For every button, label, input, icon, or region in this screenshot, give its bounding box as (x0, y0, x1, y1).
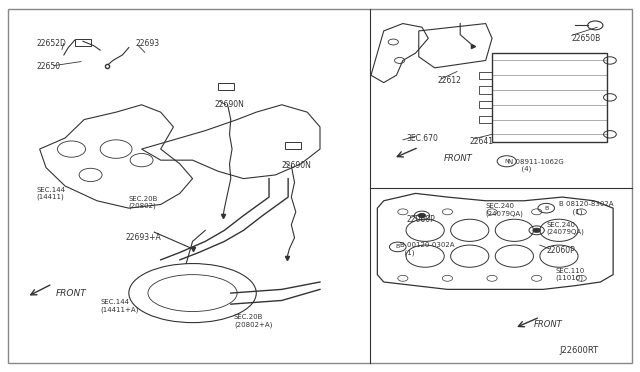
Bar (218, 83, 234, 90)
Text: B 08120-8302A
      (1): B 08120-8302A (1) (559, 201, 614, 215)
Text: 22650B: 22650B (572, 34, 601, 43)
Text: 22060P: 22060P (546, 246, 575, 255)
Bar (492, 53, 607, 142)
Text: 22060P: 22060P (406, 215, 435, 224)
Circle shape (418, 213, 426, 218)
Text: 22641: 22641 (470, 137, 493, 146)
Text: B: B (396, 244, 400, 249)
Bar (75, 39, 91, 46)
Text: 22693+A: 22693+A (125, 233, 161, 242)
Text: J22600RT: J22600RT (559, 346, 598, 355)
Bar (479, 101, 492, 109)
Text: 22650: 22650 (36, 61, 61, 71)
Text: SEC.144
(14411+A): SEC.144 (14411+A) (100, 299, 138, 313)
Text: 22690N: 22690N (282, 161, 312, 170)
Text: SEC.144
(14411): SEC.144 (14411) (36, 187, 65, 200)
Text: SEC.20B
(20802): SEC.20B (20802) (129, 196, 158, 209)
Bar (479, 71, 492, 79)
Text: 3EC.670: 3EC.670 (406, 134, 438, 142)
Text: SEC.240
(24079QA): SEC.240 (24079QA) (546, 222, 584, 235)
Text: 22652D: 22652D (36, 39, 67, 48)
Bar (285, 142, 301, 149)
Text: B 00120-0302A
  (1): B 00120-0302A (1) (399, 242, 454, 256)
Text: FRONT: FRONT (56, 289, 86, 298)
Text: 22612: 22612 (438, 76, 462, 85)
Text: FRONT: FRONT (444, 154, 473, 163)
Bar (479, 86, 492, 94)
Text: SEC.110
(11010): SEC.110 (11010) (556, 268, 585, 281)
Text: N: N (504, 159, 509, 164)
Text: N 08911-1062G
      (4): N 08911-1062G (4) (508, 159, 564, 173)
Bar (479, 116, 492, 123)
Circle shape (533, 228, 540, 232)
Text: FRONT: FRONT (534, 320, 562, 329)
Text: 22690N: 22690N (215, 100, 244, 109)
Text: 22693: 22693 (135, 39, 159, 48)
Text: SEC.20B
(20802+A): SEC.20B (20802+A) (234, 314, 273, 327)
Text: B: B (544, 206, 548, 211)
Text: SEC.240
(24079QA): SEC.240 (24079QA) (486, 203, 524, 217)
